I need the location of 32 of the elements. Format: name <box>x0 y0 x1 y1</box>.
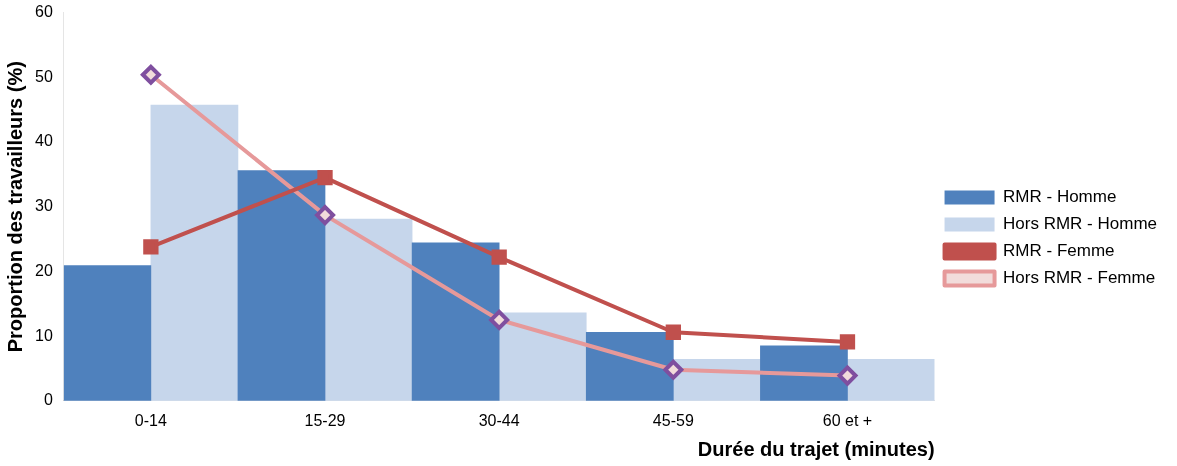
bar <box>63 265 152 401</box>
bar <box>498 312 587 401</box>
x-tick-label: 45-59 <box>652 411 694 429</box>
x-tick-label: 30-44 <box>478 411 520 429</box>
y-tick-label: 50 <box>35 67 53 85</box>
y-tick-label: 0 <box>43 391 53 409</box>
legend-label: RMR - Homme <box>1003 187 1117 207</box>
x-tick-label: 60 et + <box>822 411 873 429</box>
y-tick-label: 10 <box>35 326 53 344</box>
x-tick-label: 15-29 <box>304 411 346 429</box>
point <box>665 324 681 340</box>
bar <box>237 170 326 401</box>
point <box>491 249 507 265</box>
bar <box>585 331 674 401</box>
legend-label: RMR - Femme <box>1003 241 1115 261</box>
y-axis-title: Proportion des travailleurs (%) <box>3 61 26 353</box>
point <box>317 169 333 186</box>
y-tick-label: 40 <box>35 132 53 150</box>
y-tick-label: 20 <box>35 261 53 279</box>
x-tick-label: 0-14 <box>134 411 167 429</box>
bar <box>847 359 935 401</box>
bar <box>324 218 413 401</box>
y-tick-label: 60 <box>35 3 53 21</box>
point <box>143 239 159 255</box>
legend-label: Hors RMR - Homme <box>1003 214 1158 234</box>
bar <box>760 345 848 401</box>
x-axis-title: Durée du trajet (minutes) <box>697 437 935 460</box>
bar <box>150 104 239 401</box>
point <box>839 334 856 350</box>
bar <box>411 242 500 401</box>
y-tick-label: 30 <box>35 197 53 215</box>
legend-label: Hors RMR - Femme <box>1003 268 1156 288</box>
